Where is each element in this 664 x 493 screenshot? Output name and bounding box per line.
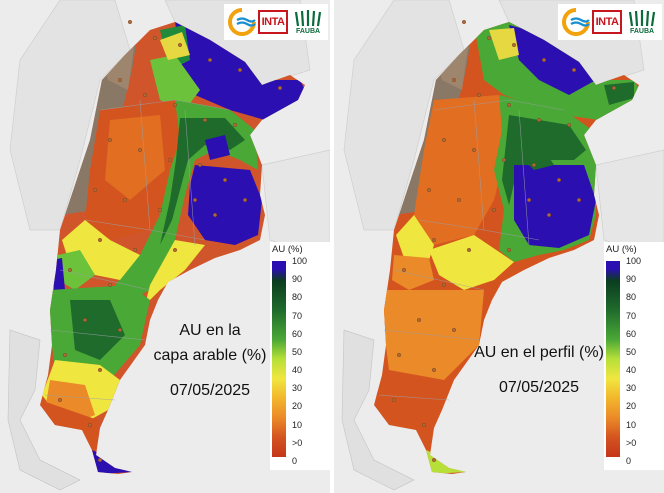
caption-perfil: AU en el perfil (%) 07/05/2025: [474, 340, 604, 400]
legend-tick: 40: [292, 365, 303, 375]
legend: AU (%) 100 90 80 70 60 50 40 30 20 10 >0…: [270, 242, 330, 470]
fauba-logo-icon: [628, 10, 656, 27]
fauba-logo-text: FAUBA: [629, 28, 655, 35]
caption-line-2: capa arable (%): [153, 347, 267, 364]
legend-tick: 80: [292, 292, 303, 303]
legend-tick: 30: [626, 383, 637, 394]
legend-tick: 70: [626, 310, 637, 321]
sun-water-logo-icon: [228, 8, 256, 36]
legend-tick-labels: 100 90 80 70 60 50 40 30 20 10 >0 0: [292, 256, 324, 466]
map-panel-capa-arable: INTA FAUBA AU (%) 100 90 80 70 60 50 40 …: [0, 0, 330, 493]
station-points: [392, 20, 617, 463]
legend-tick: 60: [626, 328, 637, 339]
legend-title: AU (%): [272, 244, 303, 255]
legend-tick: 70: [292, 310, 303, 321]
legend-tick: >0: [626, 437, 637, 448]
legend-tick: 40: [626, 365, 637, 375]
institution-logos: INTA FAUBA: [558, 4, 662, 40]
legend-tick: 90: [626, 274, 637, 285]
station-points: [58, 20, 283, 463]
panel-divider: [330, 0, 334, 493]
argentina-map-perfil: [334, 0, 664, 493]
legend-tick: 100: [292, 256, 308, 266]
caption-date: 07/05/2025: [169, 382, 251, 399]
caption-date: 07/05/2025: [498, 379, 580, 396]
legend-tick: 0: [626, 456, 632, 466]
caption-line-1: AU en el perfil (%): [474, 344, 604, 361]
sun-water-logo-icon: [562, 8, 590, 36]
legend-tick: 10: [292, 419, 303, 430]
inta-logo: INTA: [592, 10, 622, 34]
province-borders: [44, 99, 231, 401]
legend-tick: 0: [292, 456, 298, 466]
fauba-logo-text: FAUBA: [295, 28, 321, 35]
legend-title: AU (%): [606, 244, 637, 255]
legend-tick: 50: [626, 347, 637, 357]
legend-tick: 60: [292, 328, 303, 339]
legend-tick: 20: [626, 401, 637, 412]
institution-logos: INTA FAUBA: [224, 4, 328, 40]
legend-tick: 80: [626, 292, 637, 303]
legend-tick-labels: 100 90 80 70 60 50 40 30 20 10 >0 0: [626, 256, 658, 466]
legend-tick: 50: [292, 347, 303, 357]
legend-tick: 90: [292, 274, 303, 285]
legend-tick: 20: [292, 401, 303, 412]
legend-tick: 100: [626, 256, 642, 266]
map-panel-perfil: INTA FAUBA AU (%) 100 90 80 70 60 50 40 …: [334, 0, 664, 493]
argentina-map-capa-arable: [0, 0, 330, 493]
fauba-logo-icon: [294, 10, 322, 27]
legend-color-bar: [606, 261, 620, 457]
legend-tick: 30: [292, 383, 303, 394]
legend: AU (%) 100 90 80 70 60 50 40 30 20 10 >0…: [604, 242, 664, 470]
legend-color-bar: [272, 261, 286, 457]
inta-logo: INTA: [258, 10, 288, 34]
caption-line-1: AU en la: [179, 322, 241, 339]
caption-capa-arable: AU en la capa arable (%) 07/05/2025: [150, 318, 270, 403]
legend-tick: 10: [626, 419, 637, 430]
legend-tick: >0: [292, 437, 303, 448]
province-borders: [378, 99, 565, 401]
